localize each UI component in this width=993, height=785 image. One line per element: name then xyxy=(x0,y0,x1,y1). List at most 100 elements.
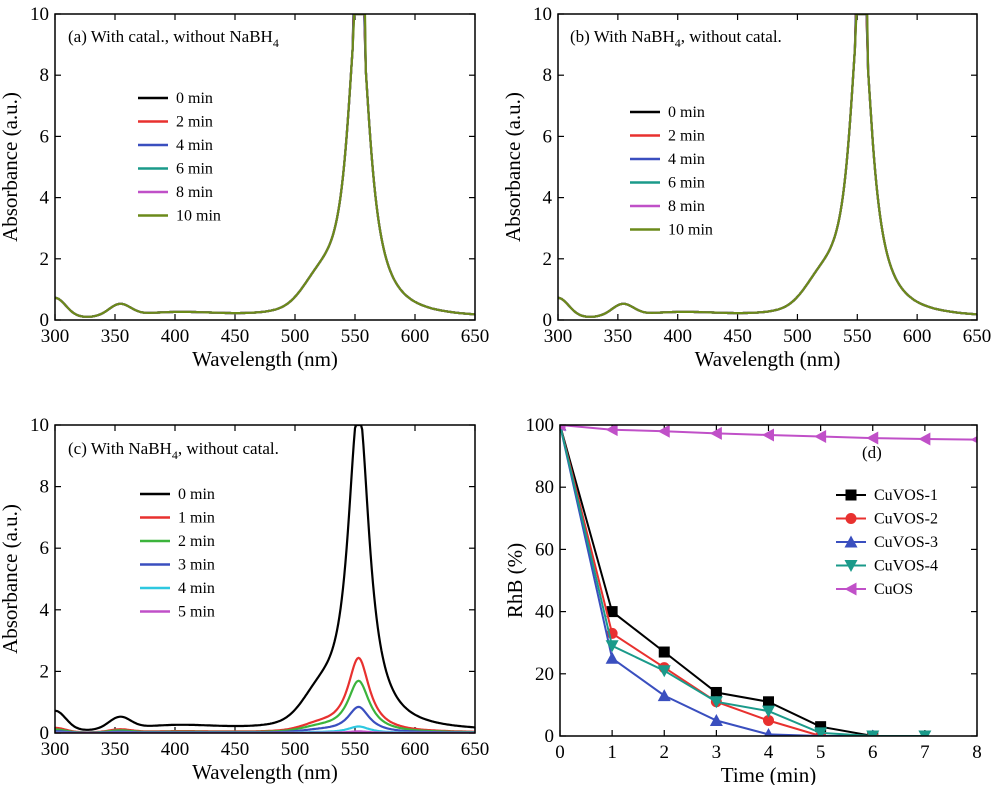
x-tick-label-b: 500 xyxy=(783,326,812,347)
series-line-a-4 xyxy=(55,14,475,318)
series-line-b-2 xyxy=(558,14,977,318)
series-line-a-0 xyxy=(55,14,475,318)
legend-marker-d-3 xyxy=(844,560,858,572)
legend-d: CuVOS-1 CuVOS-2 CuVOS-3 CuVOS-4 CuOS xyxy=(836,487,938,598)
legend-label-a-4: 8 min xyxy=(176,184,213,201)
series-line-d-3 xyxy=(560,425,925,736)
series-line-b-1 xyxy=(558,14,977,318)
data-point-d-4-0 xyxy=(560,425,566,432)
panel-title-b: (b) With NaBH4, without catal. xyxy=(570,27,782,50)
data-point-d-4-4 xyxy=(762,428,774,442)
x-tick-label-a: 650 xyxy=(461,326,490,347)
legend-marker-d-0 xyxy=(845,489,857,501)
series-line-b-4 xyxy=(558,14,977,318)
x-tick-label-c: 350 xyxy=(101,739,130,760)
x-tick-label-b: 350 xyxy=(604,326,633,347)
y-tick-label-a: 10 xyxy=(30,4,49,25)
x-tick-label-a: 300 xyxy=(41,326,70,347)
panel-a: 300 350 400 450 500 550 600 650 0 2 4 6 8 10 Wavelengt… xyxy=(0,4,489,371)
legend-label-b-2: 4 min xyxy=(668,151,705,168)
series-line-b-0 xyxy=(558,14,977,318)
x-tick-label-d: 4 xyxy=(764,742,774,763)
y-tick-label-c: 8 xyxy=(40,477,50,498)
legend-label-c-3: 3 min xyxy=(178,557,215,574)
x-tick-label-c: 450 xyxy=(221,739,250,760)
series-line-c-1 xyxy=(55,656,475,733)
legend-label-d-0: CuVOS-1 xyxy=(874,487,938,504)
series-line-b-5 xyxy=(558,14,977,318)
y-tick-label-c: 0 xyxy=(40,723,50,744)
x-tick-label-b: 450 xyxy=(723,326,752,347)
plot-frame-c xyxy=(54,424,476,734)
series-line-c-0 xyxy=(55,425,475,731)
data-point-d-4-6 xyxy=(866,431,879,445)
data-point-d-3-3 xyxy=(709,696,723,709)
panel-title-c: (c) With NaBH4, without catal. xyxy=(68,439,279,462)
x-tick-label-b: 600 xyxy=(903,326,932,347)
y-axis-title-c: Absorbance (a.u.) xyxy=(0,504,22,654)
legend-b: 0 min 2 min 4 min 6 min 8 min 10 min xyxy=(630,104,713,239)
series-line-a-1 xyxy=(55,14,475,318)
data-point-d-3-6 xyxy=(866,730,880,736)
data-point-d-0-2 xyxy=(658,646,670,658)
legend-label-c-4: 4 min xyxy=(178,580,215,597)
data-point-d-4-8 xyxy=(970,436,977,444)
y-tick-label-d: 0 xyxy=(545,726,555,747)
y-tick-label-a: 2 xyxy=(40,249,50,270)
legend-label-a-1: 2 min xyxy=(176,114,213,131)
x-tick-label-d: 0 xyxy=(555,742,565,763)
y-tick-label-b: 2 xyxy=(543,249,553,270)
legend-a: 0 min 2 min 4 min 6 min 8 min 10 min xyxy=(138,90,221,225)
plot-frame-a xyxy=(54,13,476,321)
x-axis-title-b: Wavelength (nm) xyxy=(695,347,841,371)
y-tick-label-a: 4 xyxy=(40,188,50,209)
data-point-d-2-3 xyxy=(709,713,723,726)
y-tick-label-d: 20 xyxy=(535,664,554,685)
y-tick-label-b: 4 xyxy=(543,188,553,209)
legend-label-b-0: 0 min xyxy=(668,104,705,121)
legend-label-c-5: 5 min xyxy=(178,604,215,621)
data-point-d-4-3 xyxy=(709,426,722,440)
data-point-d-3-4 xyxy=(762,705,775,718)
x-tick-label-b: 400 xyxy=(663,326,692,347)
x-axis-title-a: Wavelength (nm) xyxy=(192,347,338,371)
x-tick-label-c: 550 xyxy=(341,739,370,760)
data-point-d-0-3 xyxy=(710,686,722,698)
y-tick-label-b: 8 xyxy=(543,65,553,86)
data-point-d-0-5 xyxy=(815,721,827,733)
x-tick-label-d: 3 xyxy=(712,742,722,763)
x-tick-label-b: 550 xyxy=(843,326,872,347)
x-axis-title-c: Wavelength (nm) xyxy=(192,760,338,784)
y-tick-label-b: 10 xyxy=(533,4,552,25)
data-point-d-0-4 xyxy=(763,696,774,708)
legend-label-d-4: CuOS xyxy=(874,581,913,598)
series-line-a-5 xyxy=(55,14,475,318)
data-point-d-4-1 xyxy=(605,425,618,437)
x-tick-label-d: 1 xyxy=(607,742,617,763)
series-line-a-2 xyxy=(55,14,475,318)
x-tick-label-b: 650 xyxy=(963,326,992,347)
y-tick-label-a: 8 xyxy=(40,65,50,86)
data-point-d-3-2 xyxy=(657,665,671,678)
data-point-d-4-5 xyxy=(814,430,827,444)
x-tick-label-a: 450 xyxy=(221,326,250,347)
legend-label-a-2: 4 min xyxy=(176,137,213,154)
x-tick-label-d: 2 xyxy=(660,742,670,763)
panel-title-a: (a) With catal., without NaBH4 xyxy=(68,27,279,50)
y-axis-title-a: Absorbance (a.u.) xyxy=(0,92,22,242)
legend-marker-d-4 xyxy=(844,582,857,596)
plot-frame-b xyxy=(557,13,978,321)
x-tick-label-c: 500 xyxy=(281,739,310,760)
x-tick-label-c: 400 xyxy=(161,739,190,760)
data-point-d-2-2 xyxy=(657,689,671,702)
x-tick-label-c: 650 xyxy=(461,739,490,760)
y-tick-label-a: 0 xyxy=(40,310,50,331)
legend-label-c-0: 0 min xyxy=(178,486,215,503)
panel-b: 300 350 400 450 500 550 600 650 0 2 4 6 8 10 Wavelengt… xyxy=(501,4,991,371)
data-point-d-3-5 xyxy=(814,727,828,736)
y-tick-label-b: 6 xyxy=(543,126,553,147)
x-tick-label-a: 550 xyxy=(341,326,370,347)
legend-label-a-0: 0 min xyxy=(176,90,213,107)
legend-label-d-1: CuVOS-2 xyxy=(874,511,938,528)
